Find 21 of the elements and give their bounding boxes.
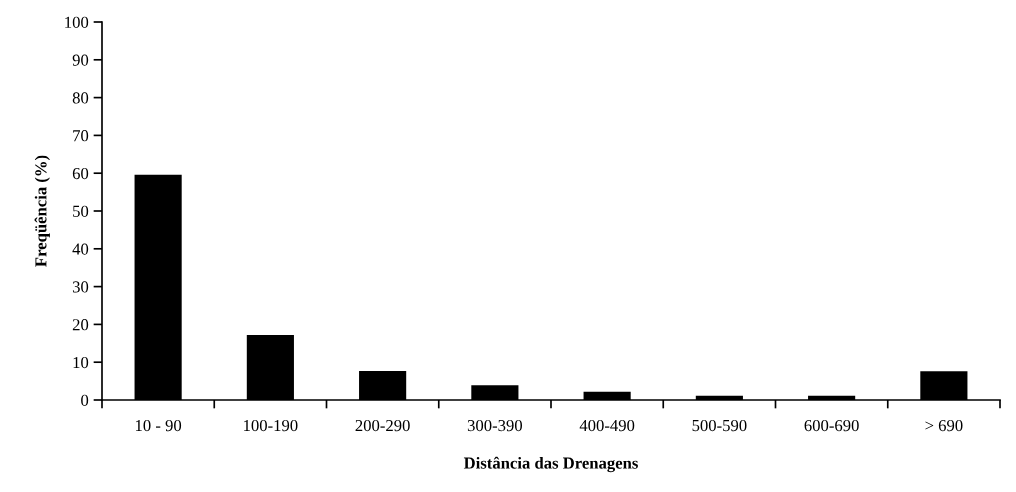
y-tick-label: 100 xyxy=(65,16,89,28)
y-tick-label: 10 xyxy=(73,356,89,369)
x-tick-label: 400-490 xyxy=(579,419,635,432)
y-axis-title: Freqüência (%) xyxy=(34,155,50,267)
x-tick-label: > 690 xyxy=(925,419,963,432)
x-tick-label: 300-390 xyxy=(467,419,523,432)
y-tick-label: 20 xyxy=(72,319,89,331)
x-tick-label: 200-290 xyxy=(355,419,410,432)
y-tick-label: 0 xyxy=(81,394,89,406)
x-tick-label: 600-690 xyxy=(804,419,859,432)
y-tick-label: 70 xyxy=(73,130,89,142)
x-tick-label: 100-190 xyxy=(244,419,298,432)
x-tick-label: 10 - 90 xyxy=(135,419,182,432)
y-tick-label: 80 xyxy=(72,92,89,104)
y-tick-label: 60 xyxy=(72,167,89,180)
x-axis-title: Distância das Drenagens xyxy=(463,456,638,473)
y-tick-label: 30 xyxy=(72,281,89,293)
y-tick-label: 50 xyxy=(73,205,89,217)
y-tick-label: 40 xyxy=(72,243,89,255)
y-tick-label: 90 xyxy=(72,54,89,66)
x-tick-label: 500-590 xyxy=(692,419,747,432)
